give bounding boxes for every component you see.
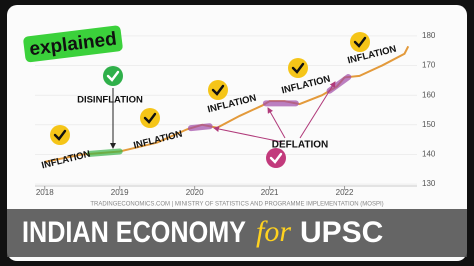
banner-for: for [256,215,291,248]
x-tick-label: 2020 [186,188,204,197]
y-tick-label: 130 [422,179,436,188]
source: TRADINGECONOMICS.COM | MINISTRY OF STATI… [90,202,383,208]
plot: 130 140 150 160 170 180 2018 2019 2020 2021 2022 [35,31,436,197]
x-tick-label: 2018 [36,188,54,197]
y-tick-label: 140 [422,150,436,159]
check-mark [106,70,120,82]
check-icon [350,32,370,52]
y-tick-label: 150 [422,120,436,129]
annotation: DEFLATION [272,140,328,151]
x-tick-label: 2019 [111,188,129,197]
check-icon [266,148,286,168]
highlight [86,148,123,157]
check-icon [140,108,160,128]
check-icon [103,66,123,86]
check-mark [53,129,67,141]
y-tick-label: 180 [422,31,436,40]
arrow [299,81,336,139]
highlight [187,123,213,132]
y-tick-label: 160 [422,90,436,99]
check-icon [288,58,308,78]
check-mark [353,36,367,48]
check-icon [208,80,228,100]
arrow [267,107,286,139]
banner-bg [7,209,467,257]
y-tick-label: 170 [422,61,436,70]
check-mark [211,84,225,96]
x-tick-label: 2022 [336,188,354,197]
check-icon [50,125,70,145]
check-mark [291,62,305,74]
check-mark [269,152,283,164]
check-mark [143,112,157,124]
banner-title: INDIAN ECONOMY [22,216,246,249]
x-tick-label: 2021 [261,188,279,197]
annotation: DISINFLATION [77,95,143,106]
arrow [213,126,283,143]
banner-upsc: UPSC [300,216,383,249]
highlight [326,74,352,94]
badge-bg [23,25,123,63]
